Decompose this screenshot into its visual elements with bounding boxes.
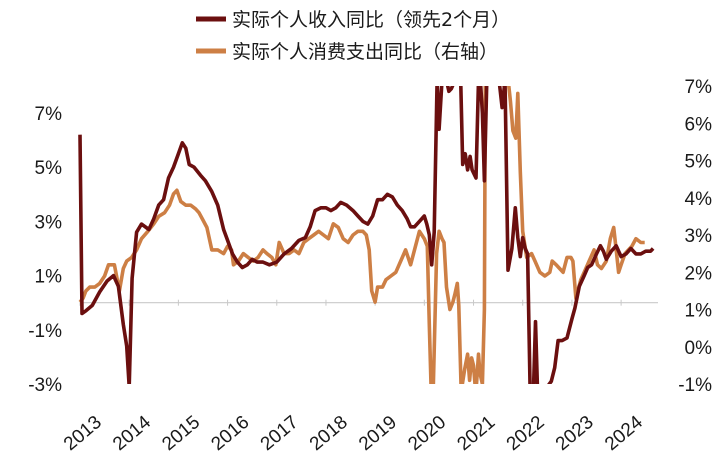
x-tick-label: 2018 bbox=[306, 412, 352, 455]
right-tick-label: 3% bbox=[685, 226, 713, 247]
left-tick-label: -1% bbox=[28, 321, 62, 342]
left-tick-label: 5% bbox=[35, 158, 63, 179]
series-line-spending bbox=[78, 86, 645, 384]
x-tick-label: 2014 bbox=[109, 412, 155, 456]
x-tick-label: 2013 bbox=[60, 412, 106, 455]
right-tick-label: 7% bbox=[685, 77, 713, 98]
x-tick-label: 2020 bbox=[404, 412, 450, 455]
x-tick-label: 2016 bbox=[208, 412, 254, 455]
x-tick-label: 2015 bbox=[158, 412, 204, 455]
x-tick-label: 2019 bbox=[355, 412, 401, 455]
right-tick-label: 1% bbox=[685, 301, 713, 322]
series-line-income bbox=[78, 86, 655, 384]
plot-area bbox=[78, 86, 655, 384]
left-tick-label: -3% bbox=[28, 375, 62, 396]
legend-label-income: 实际个人收入同比（领先2个月） bbox=[232, 9, 510, 31]
legend: 实际个人收入同比（领先2个月） 实际个人消费支出同比（右轴） bbox=[196, 9, 510, 63]
x-tick-label: 2022 bbox=[503, 412, 549, 455]
x-tick-label: 2017 bbox=[257, 412, 303, 455]
left-tick-label: 7% bbox=[35, 104, 63, 125]
right-axis: 7% 6% 5% 4% 3% 2% 1% 0% -1% bbox=[678, 77, 712, 396]
left-tick-label: 1% bbox=[35, 267, 63, 288]
x-axis: 2013 2014 2015 2016 2017 2018 2019 2020 2021 2022… bbox=[60, 299, 647, 456]
x-tick-label: 2023 bbox=[552, 412, 598, 455]
x-tick-label: 2021 bbox=[453, 412, 499, 455]
right-tick-label: -1% bbox=[678, 375, 712, 396]
right-tick-label: 0% bbox=[685, 338, 713, 359]
x-tick-label: 2024 bbox=[601, 412, 647, 456]
right-tick-label: 2% bbox=[685, 263, 713, 284]
right-tick-label: 4% bbox=[685, 189, 713, 210]
right-tick-label: 6% bbox=[685, 114, 713, 135]
right-tick-label: 5% bbox=[685, 152, 713, 173]
left-axis: 7% 5% 3% 1% -1% -3% bbox=[28, 104, 62, 396]
legend-label-spending: 实际个人消费支出同比（右轴） bbox=[232, 41, 498, 63]
left-tick-label: 3% bbox=[35, 212, 63, 233]
